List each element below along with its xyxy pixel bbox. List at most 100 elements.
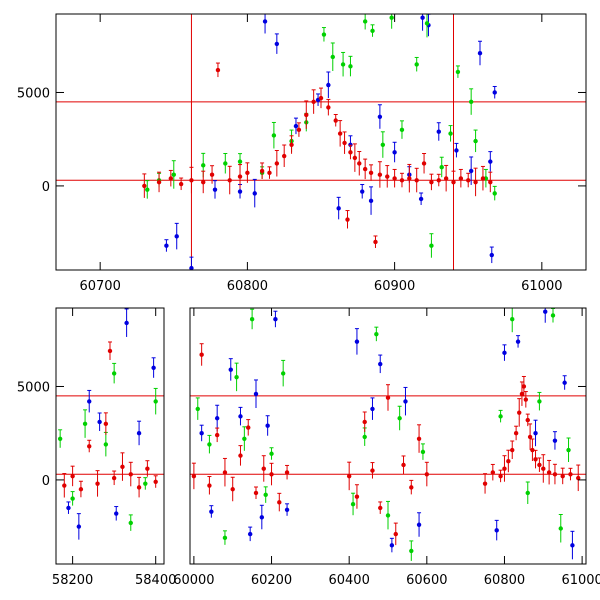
data-point — [515, 339, 521, 344]
data-point — [399, 178, 405, 183]
data-point — [70, 473, 75, 479]
data-point — [280, 371, 286, 376]
data-point — [230, 487, 235, 492]
data-point — [348, 64, 353, 69]
series — [62, 341, 158, 498]
data-point — [340, 62, 346, 67]
data-point — [378, 361, 383, 367]
data-point — [76, 524, 82, 529]
data-point — [271, 133, 277, 138]
data-point — [490, 470, 496, 475]
data-point — [273, 317, 278, 322]
data-points — [57, 308, 158, 540]
data-point — [346, 473, 352, 479]
data-point — [284, 470, 290, 475]
data-point — [533, 430, 538, 436]
data-point — [392, 150, 397, 155]
data-point — [253, 490, 259, 496]
data-point — [436, 178, 441, 183]
data-point — [209, 509, 214, 514]
data-point — [362, 166, 368, 172]
data-point — [525, 490, 530, 496]
data-point — [420, 449, 426, 455]
data-point — [576, 475, 581, 481]
data-point — [223, 161, 228, 166]
data-point — [171, 172, 176, 177]
data-point — [454, 148, 459, 153]
data-point — [380, 142, 386, 148]
data-point — [261, 466, 266, 471]
data-point — [214, 416, 220, 421]
data-point — [222, 535, 228, 541]
data-point — [389, 15, 394, 20]
data-point — [62, 483, 67, 488]
data-point — [252, 191, 257, 196]
data-point — [420, 15, 425, 20]
series — [57, 362, 158, 531]
series — [66, 308, 156, 540]
data-point — [207, 442, 212, 447]
data-point — [124, 320, 129, 326]
data-point — [114, 511, 119, 516]
data-point — [477, 51, 483, 56]
data-point — [502, 466, 507, 471]
data-point — [492, 191, 497, 196]
data-point — [136, 485, 142, 490]
data-point — [374, 331, 379, 337]
data-point — [455, 69, 461, 75]
data-point — [552, 472, 558, 477]
data-point — [506, 459, 511, 464]
x-tick-label: 61000 — [521, 279, 562, 294]
data-point — [87, 444, 92, 449]
data-point — [103, 421, 109, 427]
data-point — [304, 112, 309, 118]
y-tick-label: 0 — [42, 180, 50, 195]
data-point — [566, 447, 571, 453]
data-point — [568, 472, 573, 477]
data-point — [448, 131, 453, 136]
series — [142, 62, 493, 248]
data-point — [439, 165, 444, 170]
plot-frame — [55, 307, 165, 565]
data-point — [189, 178, 194, 183]
data-point — [362, 419, 367, 425]
y-tick-label: 0 — [42, 474, 50, 489]
data-point — [111, 475, 117, 481]
data-point — [333, 118, 338, 123]
data-point — [253, 391, 259, 397]
plot-frame — [55, 13, 587, 271]
data-point — [336, 206, 341, 211]
data-point — [354, 339, 360, 344]
x-tick-label: 61000 — [561, 573, 600, 588]
data-point — [429, 243, 434, 248]
data-point — [348, 150, 353, 155]
data-point — [97, 419, 102, 425]
data-point — [156, 179, 162, 185]
data-point — [368, 198, 374, 204]
data-point — [82, 421, 88, 427]
data-point — [443, 176, 449, 181]
data-point — [494, 528, 499, 533]
series — [191, 343, 581, 546]
x-tick-label: 60900 — [374, 279, 415, 294]
data-point — [409, 485, 414, 490]
data-point — [95, 481, 100, 486]
data-point — [128, 472, 133, 477]
data-point — [416, 436, 422, 442]
data-point — [277, 500, 282, 505]
data-point — [57, 436, 63, 442]
data-point — [362, 19, 368, 24]
data-point — [458, 176, 464, 181]
data-point — [370, 28, 375, 34]
data-point — [246, 425, 251, 430]
data-point — [558, 526, 563, 531]
data-point — [269, 472, 274, 477]
x-tick-label: 60800 — [227, 279, 268, 294]
data-point — [142, 183, 147, 189]
data-point — [541, 466, 546, 471]
data-point — [502, 350, 507, 356]
data-point — [360, 189, 365, 194]
data-point — [189, 265, 194, 270]
data-point — [424, 21, 430, 26]
data-point — [321, 32, 327, 37]
